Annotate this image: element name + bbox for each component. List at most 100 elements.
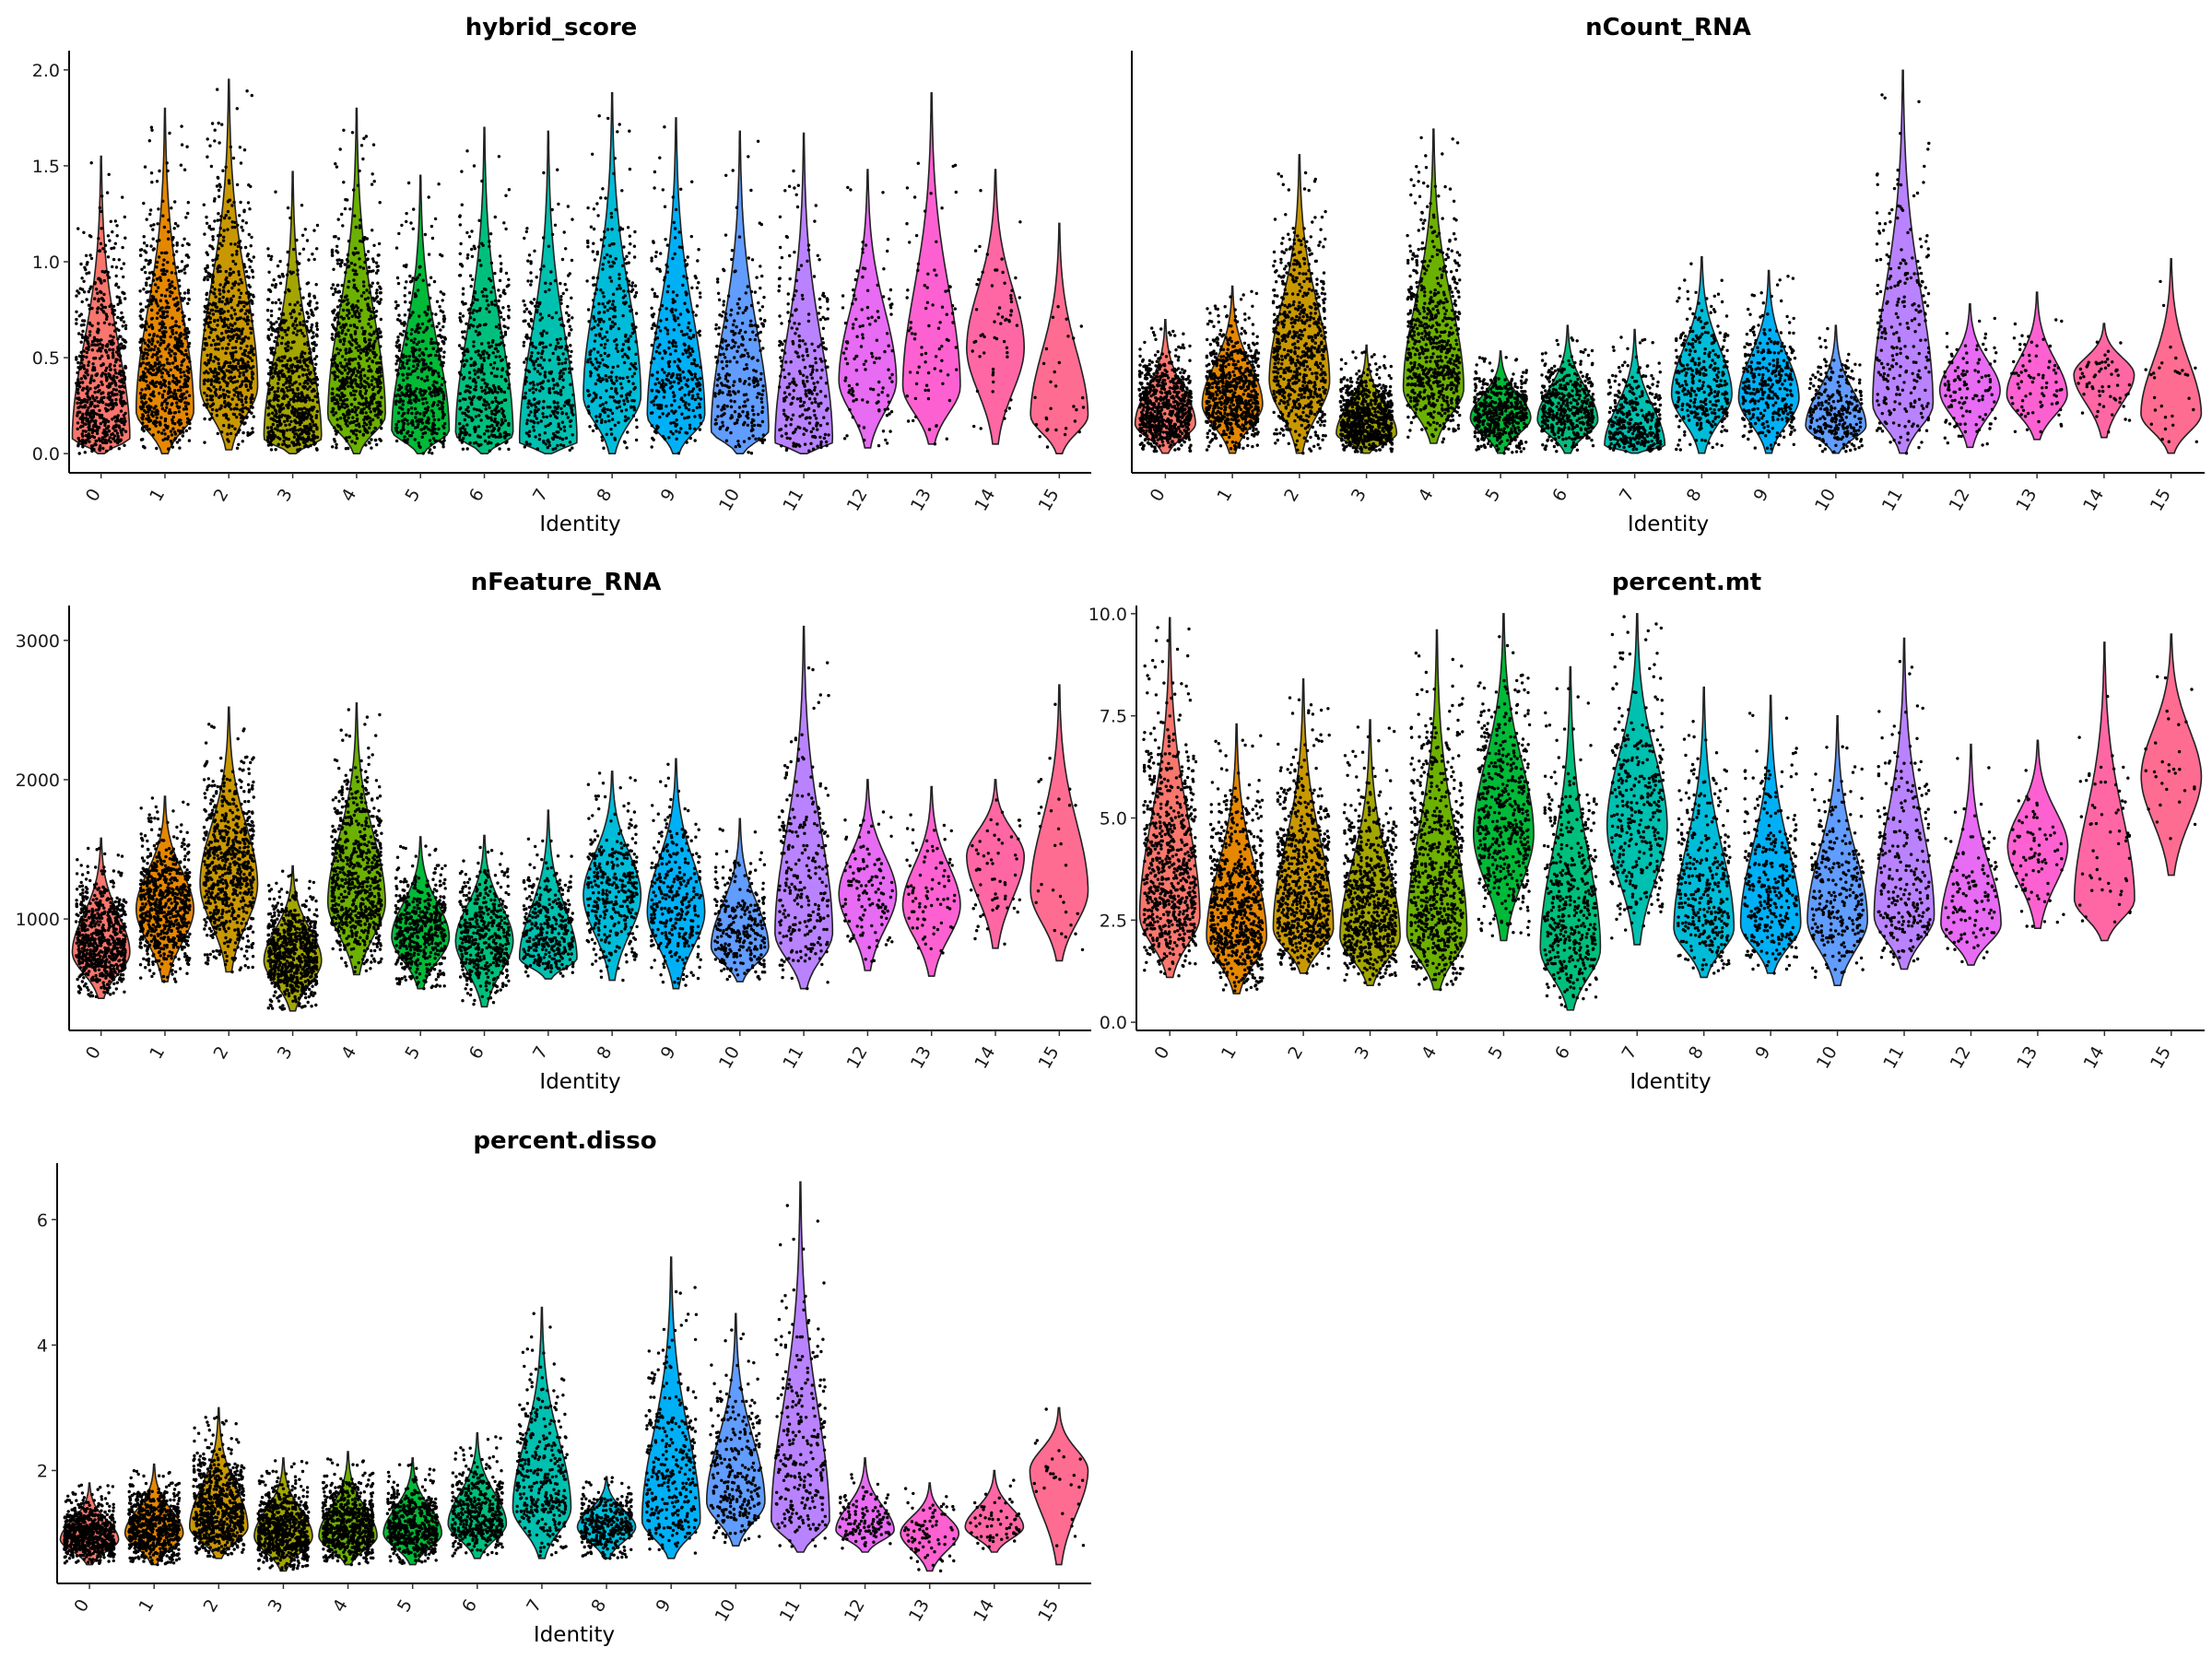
cell-point bbox=[100, 347, 103, 349]
cell-point bbox=[123, 423, 125, 426]
cell-point bbox=[114, 360, 117, 363]
cell-point bbox=[94, 281, 97, 284]
cell-point bbox=[114, 423, 117, 426]
cell-point bbox=[105, 318, 108, 321]
cell-point bbox=[110, 247, 112, 250]
cell-point bbox=[117, 414, 120, 417]
cell-point bbox=[116, 432, 119, 435]
cell-point bbox=[100, 308, 102, 311]
cell-point bbox=[122, 324, 124, 327]
cell-point bbox=[160, 375, 163, 378]
cell-point bbox=[124, 237, 126, 240]
cell-point bbox=[138, 379, 141, 382]
cell-point bbox=[81, 445, 84, 448]
cell-point bbox=[120, 431, 123, 434]
cell-point bbox=[76, 402, 78, 405]
cell-point bbox=[111, 265, 113, 268]
cell-point bbox=[85, 387, 88, 390]
cell-point bbox=[104, 270, 107, 273]
cell-point bbox=[147, 276, 150, 279]
cell-point bbox=[77, 437, 80, 440]
cell-point bbox=[88, 334, 91, 336]
cell-point bbox=[108, 276, 111, 278]
cell-point bbox=[108, 239, 111, 241]
cell-point bbox=[172, 262, 175, 265]
y-tick-label: 1.5 bbox=[32, 157, 60, 177]
cell-point bbox=[145, 328, 147, 331]
cell-point bbox=[100, 227, 102, 229]
cell-point bbox=[75, 382, 77, 384]
cell-point bbox=[117, 329, 120, 332]
cell-point bbox=[185, 146, 188, 148]
cell-point bbox=[105, 367, 108, 370]
cell-point bbox=[149, 290, 152, 293]
cell-point bbox=[108, 398, 111, 401]
cell-point bbox=[116, 438, 119, 441]
cell-point bbox=[113, 429, 116, 432]
cell-point bbox=[98, 347, 100, 350]
cell-point bbox=[90, 450, 93, 453]
cell-point bbox=[93, 336, 96, 339]
cell-point bbox=[108, 173, 111, 176]
cell-point bbox=[87, 437, 89, 440]
cell-point bbox=[116, 295, 119, 298]
cell-point bbox=[95, 288, 98, 290]
cell-point bbox=[84, 404, 87, 406]
cell-point bbox=[114, 284, 117, 287]
cell-point bbox=[96, 372, 99, 375]
cell-point bbox=[85, 429, 88, 432]
cell-point bbox=[123, 371, 125, 374]
cell-point bbox=[103, 424, 106, 427]
cell-point bbox=[143, 241, 146, 244]
cell-point bbox=[141, 421, 144, 424]
cell-point bbox=[111, 230, 113, 233]
cell-point bbox=[180, 364, 182, 367]
cell-point bbox=[120, 347, 123, 349]
cell-point bbox=[81, 288, 84, 290]
cell-point bbox=[101, 431, 104, 434]
cell-point bbox=[76, 406, 79, 409]
cell-point bbox=[80, 341, 83, 344]
cell-point bbox=[96, 311, 99, 313]
cell-point bbox=[178, 285, 181, 288]
cell-point bbox=[81, 335, 84, 338]
cell-point bbox=[101, 247, 104, 250]
cell-point bbox=[112, 388, 115, 391]
cell-point bbox=[109, 363, 112, 366]
cell-point bbox=[167, 238, 170, 241]
cell-point bbox=[97, 306, 100, 309]
cell-point bbox=[93, 391, 96, 394]
cell-point bbox=[97, 322, 100, 324]
cell-point bbox=[112, 437, 114, 440]
cell-point bbox=[109, 385, 112, 388]
cell-point bbox=[81, 300, 84, 303]
cell-point bbox=[176, 224, 179, 227]
cell-point bbox=[117, 425, 120, 428]
cell-point bbox=[122, 428, 124, 430]
cell-point bbox=[108, 340, 111, 343]
cell-point bbox=[83, 422, 86, 425]
cell-point bbox=[124, 324, 127, 327]
cell-point bbox=[159, 300, 162, 302]
cell-point bbox=[123, 262, 125, 265]
cell-point bbox=[101, 447, 104, 450]
cell-point bbox=[84, 377, 87, 380]
cell-point bbox=[121, 195, 124, 198]
cell-point bbox=[80, 324, 83, 326]
cell-point bbox=[88, 426, 90, 429]
cell-point bbox=[99, 249, 101, 252]
cell-point bbox=[97, 343, 100, 346]
cell-point bbox=[119, 364, 122, 367]
cell-point bbox=[93, 412, 96, 415]
cell-point bbox=[158, 255, 160, 258]
cell-point bbox=[107, 420, 110, 423]
cell-point bbox=[182, 319, 184, 322]
cell-point bbox=[100, 383, 103, 386]
cell-point bbox=[80, 361, 83, 364]
cell-point bbox=[124, 297, 126, 300]
cell-point bbox=[183, 374, 186, 377]
cell-point bbox=[103, 322, 106, 324]
cell-point bbox=[156, 277, 159, 280]
cell-point bbox=[80, 366, 83, 369]
cell-point bbox=[93, 405, 96, 407]
